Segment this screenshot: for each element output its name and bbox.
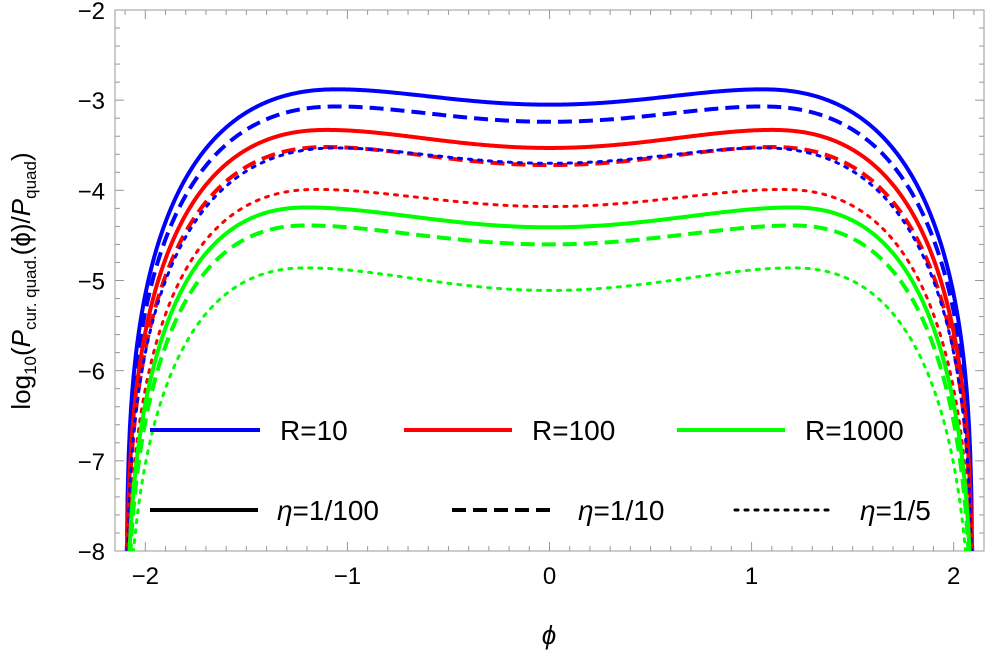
series-line (128, 223, 971, 551)
y-label-p1: P (6, 329, 36, 347)
series-line (125, 104, 974, 551)
y-label-log-sub: 10 (21, 356, 40, 375)
y-axis-label: log10(Pcur. quad.(ϕ)/Pquad) (6, 152, 40, 409)
y-label-p1-sub: cur. quad. (21, 255, 40, 330)
axis-ticks: −2 −1 0 1 2 −2 −3 −4 −5 −6 −7 −8 (78, 0, 984, 590)
y-label-close: ) (6, 152, 36, 161)
x-tick-label: 1 (745, 563, 758, 590)
legend-label: η=1/5 (860, 495, 931, 526)
x-axis-label: ϕ (542, 620, 556, 650)
legend: R=10 R=100 R=1000 η=1/100 η=1/10 η=1/5 (150, 415, 931, 526)
y-label-log: log (6, 375, 36, 410)
y-label-open: ( (6, 347, 36, 356)
series-line (125, 145, 974, 551)
x-tick-label: −1 (334, 563, 361, 590)
y-label-p2: P (6, 198, 36, 216)
legend-label: R=1000 (805, 415, 904, 446)
y-tick-label: −3 (78, 88, 105, 115)
series-line (125, 127, 974, 551)
x-tick-label: −2 (132, 563, 159, 590)
y-tick-label: −7 (78, 449, 105, 476)
y-tick-label: −4 (78, 178, 105, 205)
x-tick-label: 2 (947, 563, 960, 590)
x-tick-label: 0 (543, 563, 556, 590)
series-line (132, 266, 967, 551)
y-tick-label: −8 (78, 539, 105, 566)
curves (125, 87, 974, 551)
legend-label: η=1/100 (277, 495, 379, 526)
y-tick-label: −2 (78, 0, 105, 25)
legend-label: η=1/10 (578, 495, 664, 526)
series-line (127, 205, 972, 551)
series-line (125, 87, 974, 551)
y-tick-label: −5 (78, 269, 105, 296)
series-line (126, 146, 973, 551)
y-tick-label: −6 (78, 359, 105, 386)
legend-label: R=10 (280, 415, 348, 446)
y-label-arg: (ϕ)/ (6, 215, 36, 255)
y-label-p2-sub: quad (21, 161, 40, 199)
legend-label: R=100 (532, 415, 615, 446)
series-line (127, 187, 972, 551)
